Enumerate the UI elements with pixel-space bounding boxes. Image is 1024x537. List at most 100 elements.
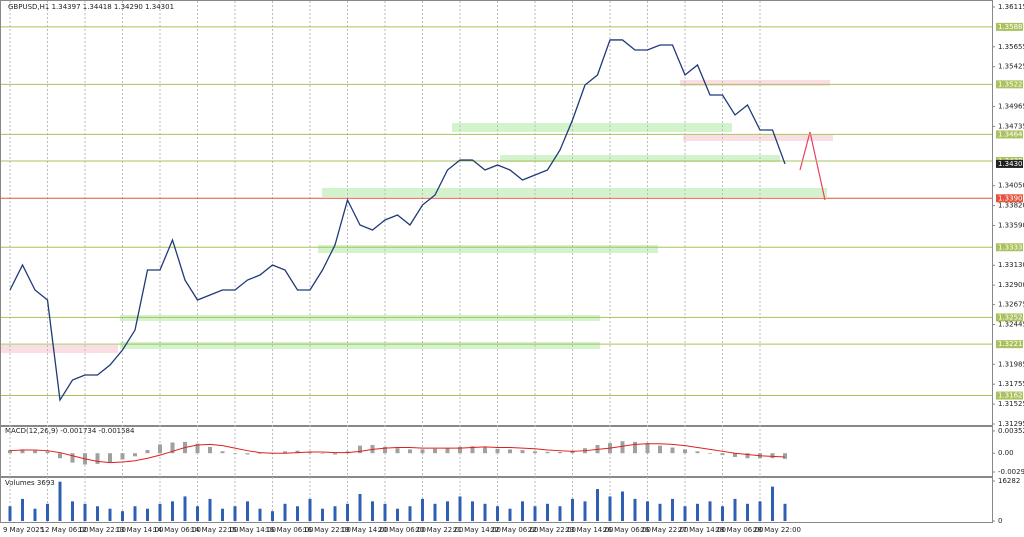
level-label: 1.32527 xyxy=(998,313,1024,321)
volume-bar xyxy=(671,498,674,521)
volume-bar xyxy=(421,498,424,521)
volume-header: Volumes 3693 xyxy=(5,479,55,487)
x-tick-label: 12 May 22:00 xyxy=(78,526,126,534)
macd-bar xyxy=(208,446,212,454)
macd-bar xyxy=(233,453,237,454)
macd-bar xyxy=(658,445,662,454)
volume-bar xyxy=(471,501,474,521)
level-label: 1.35885 xyxy=(998,23,1024,31)
y-tick-label: 1.33590 xyxy=(998,221,1024,229)
y-tick-label: 0 xyxy=(998,517,1002,525)
demand-zone xyxy=(452,123,732,132)
current-price-label: 1.34301 xyxy=(998,160,1024,168)
macd-bar xyxy=(708,453,712,454)
volume-bar xyxy=(483,503,487,521)
volume-panel xyxy=(0,477,993,523)
volume-bar xyxy=(321,508,324,521)
x-tick-label: 22 May 06:00 xyxy=(491,526,539,534)
level-label: 1.32218 xyxy=(998,340,1024,348)
volume-bar xyxy=(408,506,412,521)
macd-bar xyxy=(145,450,150,454)
macd-bar xyxy=(195,443,200,454)
volume-bar xyxy=(208,498,212,521)
x-tick-label: 16 May 22:00 xyxy=(303,526,351,534)
volume-bar xyxy=(171,501,174,521)
supply-zone xyxy=(683,135,833,141)
level-label: 1.33338 xyxy=(998,243,1024,251)
y-tick-label: 1.32900 xyxy=(998,281,1024,289)
volume-bar xyxy=(358,493,362,521)
y-tick-label: 1.31985 xyxy=(998,360,1024,368)
macd-bar xyxy=(133,453,137,457)
macd-bar xyxy=(445,448,450,454)
y-tick-label: 1.34965 xyxy=(998,102,1024,110)
current-price-bg xyxy=(996,159,1023,168)
volume-bar xyxy=(633,498,637,521)
demand-zone xyxy=(322,188,827,197)
macd-bar xyxy=(433,448,437,454)
volume-bar xyxy=(458,496,462,521)
y-tick-label: 1.36115 xyxy=(998,3,1024,11)
demand-zone xyxy=(120,315,600,321)
macd-bar xyxy=(308,451,312,454)
supply-zone xyxy=(680,80,830,86)
y-tick-label: 1.31525 xyxy=(998,400,1024,408)
macd-bar xyxy=(483,447,487,454)
macd-bar xyxy=(20,449,25,454)
y-tick-label: 1.33820 xyxy=(998,202,1024,210)
x-tick-label: 27 May 14:00 xyxy=(678,526,726,534)
x-tick-label: 15 May 14:00 xyxy=(228,526,276,534)
y-tick-label: 1.35425 xyxy=(998,63,1024,71)
volume-bar xyxy=(83,503,87,521)
volume-bar xyxy=(558,506,562,521)
volume-bar xyxy=(658,503,662,521)
macd-bar xyxy=(108,453,112,463)
macd-bar xyxy=(770,453,775,459)
volume-bar xyxy=(21,498,24,521)
macd-bar xyxy=(95,453,100,464)
volume-bar xyxy=(546,503,549,521)
level-label-bg xyxy=(996,313,1023,322)
macd-bar xyxy=(733,453,737,457)
volume-bar xyxy=(508,508,512,521)
x-tick-label: 12 May 06:00 xyxy=(41,526,89,534)
macd-bar xyxy=(558,451,562,454)
volume-bar xyxy=(258,508,262,521)
volume-bar xyxy=(283,503,287,521)
volume-bar xyxy=(396,508,399,521)
x-tick-label: 19 May 14:00 xyxy=(341,526,389,534)
x-tick-label: 20 May 06:00 xyxy=(378,526,426,534)
volume-bar xyxy=(296,506,299,521)
volume-bar xyxy=(271,511,274,521)
macd-bar xyxy=(633,441,637,454)
volume-bar xyxy=(696,503,699,521)
x-tick-label: 28 May 06:00 xyxy=(716,526,764,534)
y-tick-label: 0.00 xyxy=(998,449,1014,457)
volume-bar xyxy=(446,501,449,521)
volume-bar xyxy=(771,486,774,521)
x-tick-label: 9 May 2025 xyxy=(3,526,44,534)
macd-bar xyxy=(470,446,475,454)
macd-bar xyxy=(533,451,537,454)
macd-header: MACD(12,26,9) -0.001734 -0.001584 xyxy=(5,427,135,435)
y-tick-label: 1.35655 xyxy=(998,43,1024,51)
y-tick-label: 1.33130 xyxy=(998,261,1024,269)
macd-bar xyxy=(670,447,675,454)
macd-panel xyxy=(0,426,993,477)
x-tick-label: 14 May 06:00 xyxy=(153,526,201,534)
volume-bar xyxy=(58,481,62,521)
volume-bar xyxy=(96,506,99,521)
level-label: 1.31624 xyxy=(998,392,1024,400)
macd-bar xyxy=(170,442,175,454)
supply-zone xyxy=(0,345,118,353)
volume-bar xyxy=(371,501,374,521)
price-line xyxy=(9,39,786,402)
macd-bar xyxy=(8,450,12,454)
volume-bar xyxy=(783,503,787,521)
macd-bar xyxy=(283,451,287,454)
macd-bar xyxy=(220,451,225,454)
volume-bar xyxy=(383,503,387,521)
y-tick-label: 1.32445 xyxy=(998,321,1024,329)
